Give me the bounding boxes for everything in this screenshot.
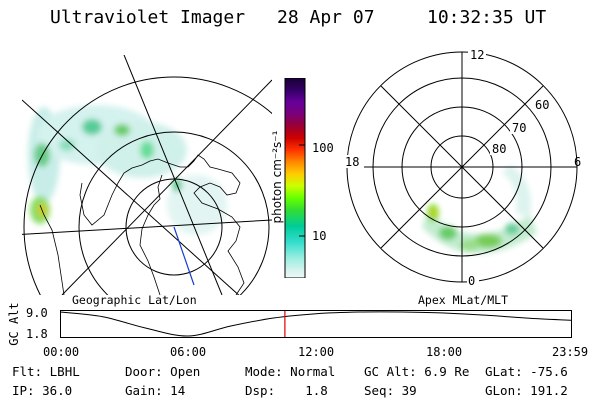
seq-value: 39 bbox=[401, 383, 417, 398]
gain-status: Gain: 14 bbox=[125, 383, 185, 398]
colorbar-unit-label: photon cm⁻²s⁻¹ bbox=[270, 130, 284, 224]
polar-mlat-mlt-panel: 12 18 6 0 60 70 80 bbox=[344, 48, 581, 288]
apex-panel-label: Apex MLat/MLT bbox=[418, 293, 509, 307]
seq-status: Seq: 39 bbox=[364, 383, 417, 398]
y-tick-max: 9.0 bbox=[26, 306, 48, 320]
image-time: 10:32:35 UT bbox=[427, 7, 547, 28]
door-label: Door: bbox=[125, 364, 163, 379]
x-tick-0000: 00:00 bbox=[43, 345, 80, 359]
gain-value: 14 bbox=[170, 383, 186, 398]
mode-status: Mode: Normal bbox=[245, 364, 335, 379]
x-tick-2359: 23:59 bbox=[552, 345, 589, 359]
seq-label: Seq: bbox=[364, 383, 395, 398]
mlt-label-0: 0 bbox=[468, 274, 475, 288]
dsp-value: 1.8 bbox=[305, 383, 328, 398]
mlt-label-18: 18 bbox=[345, 155, 359, 169]
door-status: Door: Open bbox=[125, 364, 200, 379]
flt-value: LBHL bbox=[49, 364, 80, 379]
ip-label: IP: bbox=[12, 383, 35, 398]
coastline bbox=[39, 154, 245, 295]
gc-alt-status: GC Alt: 6.9 Re bbox=[364, 364, 469, 379]
glat-value: -75.6 bbox=[530, 364, 568, 379]
sun-direction-line bbox=[173, 226, 195, 286]
dsp-status: Dsp: 1.8 bbox=[245, 383, 328, 398]
door-value: Open bbox=[170, 364, 201, 379]
gc-alt-orbit-plot bbox=[60, 310, 572, 338]
glon-label: GLon: bbox=[485, 383, 523, 398]
colorbar bbox=[284, 78, 306, 278]
gc-alt-series-line bbox=[60, 311, 572, 337]
ip-value: 36.0 bbox=[42, 383, 73, 398]
flt-label: Flt: bbox=[12, 364, 43, 379]
gain-label: Gain: bbox=[125, 383, 163, 398]
mlt-label-6: 6 bbox=[574, 155, 581, 169]
gcalt-value: 6.9 Re bbox=[424, 364, 470, 379]
y-tick-min: 1.8 bbox=[26, 327, 48, 341]
mlat-label-80: 80 bbox=[492, 142, 506, 156]
mode-value: Normal bbox=[290, 364, 336, 379]
glon-value: 191.2 bbox=[530, 383, 568, 398]
glat-label: GLat: bbox=[485, 364, 523, 379]
geographic-map-panel bbox=[22, 55, 272, 295]
dsp-label: Dsp: bbox=[245, 383, 276, 398]
mlt-label-12: 12 bbox=[470, 48, 484, 62]
geographic-panel-label: Geographic Lat/Lon bbox=[72, 293, 197, 307]
mlat-label-60: 60 bbox=[535, 98, 549, 112]
filter-status: Flt: LBHL bbox=[12, 364, 80, 379]
gcalt-label: GC Alt: bbox=[364, 364, 417, 379]
ip-status: IP: 36.0 bbox=[12, 383, 72, 398]
mode-label: Mode: bbox=[245, 364, 283, 379]
x-tick-1800: 18:00 bbox=[426, 345, 463, 359]
x-tick-1200: 12:00 bbox=[298, 345, 335, 359]
auroral-oval bbox=[422, 165, 537, 254]
glat-status: GLat: -75.6 bbox=[485, 364, 568, 379]
gc-alt-axis-label: GC Alt bbox=[7, 302, 21, 346]
mlat-label-70: 70 bbox=[512, 121, 526, 135]
app-title: Ultraviolet Imager bbox=[50, 7, 246, 28]
auroral-emission-left bbox=[28, 105, 227, 235]
glon-status: GLon: 191.2 bbox=[485, 383, 568, 398]
image-date: 28 Apr 07 bbox=[277, 7, 375, 28]
colorbar-tick-10: 10 bbox=[312, 229, 327, 243]
x-tick-0600: 06:00 bbox=[170, 345, 207, 359]
colorbar-tick-100: 100 bbox=[312, 141, 334, 155]
